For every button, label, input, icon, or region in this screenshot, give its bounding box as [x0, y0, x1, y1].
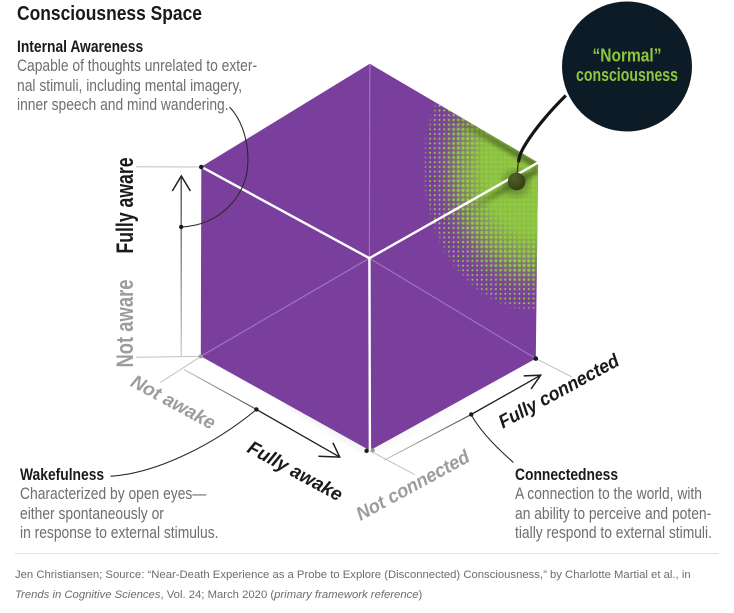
axis-label-fully-awake: Fully awake — [244, 437, 347, 506]
internal-awareness-line1: Capable of thoughts unrelated to exter- — [17, 57, 258, 76]
wakefulness-connector — [110, 409, 257, 477]
wakefulness-axis-arrowhead — [318, 442, 341, 458]
footer-journal: Trends in Cognitive Sciences — [15, 588, 161, 601]
badge-label-line2: consciousness — [576, 65, 678, 85]
normal-consciousness-badge — [562, 1, 692, 132]
footer-vol: , Vol. 24; March 2020 ( — [160, 588, 275, 601]
axis-dots-gray — [198, 354, 375, 453]
cube-outer-shadows — [284, 401, 461, 454]
internal-awareness-title: Internal Awareness — [17, 37, 144, 56]
axis-label-not-aware: Not aware — [112, 280, 139, 368]
normal-consciousness-marker — [507, 172, 526, 191]
awareness-axis-arrowhead — [171, 174, 192, 192]
connectedness-line2: an ability to perceive and poten- — [515, 504, 712, 523]
annotation-connectors — [110, 106, 514, 477]
axis-dots — [179, 164, 539, 453]
axis-label-not-connected: Not connected — [353, 446, 474, 525]
internal-awareness-line2: nal stimuli, including mental imagery, — [17, 76, 243, 95]
connectedness-axis — [383, 374, 543, 461]
connectedness-connector — [470, 414, 514, 463]
footer-reference-note: primary framework reference — [274, 588, 419, 601]
connectedness-axis-arrowhead — [523, 374, 543, 390]
awareness-axis — [171, 174, 192, 357]
internal-awareness-line3: inner speech and mind wandering. — [17, 96, 229, 115]
badge-label-line1: “Normal” — [593, 46, 662, 66]
page-title: Consciousness Space — [17, 1, 202, 25]
footer-divider — [15, 552, 719, 555]
badge-connector — [516, 94, 567, 163]
internal-awareness-connector — [181, 106, 249, 228]
normal-consciousness-glow — [400, 70, 539, 340]
footer-credit-line1: Jen Christiansen; Source: “Near-Death Ex… — [15, 568, 691, 581]
axis-label-fully-aware: Fully aware — [112, 158, 139, 254]
footer-close-paren: ) — [418, 588, 423, 601]
connectedness-line3: tially respond to external stimuli. — [515, 524, 713, 543]
wakefulness-axis — [183, 369, 341, 458]
wakefulness-title: Wakefulness — [19, 465, 104, 484]
cube-back-edges — [200, 63, 537, 360]
wakefulness-line3: in response to external stimulus. — [19, 524, 219, 543]
wakefulness-annotation: Wakefulness Characterized by open eyes— … — [20, 466, 252, 544]
connectedness-title: Connectedness — [515, 465, 619, 484]
marker-stem — [516, 160, 520, 175]
footer-credit-line2: Trends in Cognitive Sciences, Vol. 24; M… — [15, 588, 422, 602]
internal-awareness-annotation: Internal Awareness Capable of thoughts u… — [17, 38, 298, 116]
wakefulness-line1: Characterized by open eyes— — [19, 485, 206, 504]
connectedness-line1: A connection to the world, with — [515, 485, 703, 504]
wakefulness-line2: either spontaneously or — [19, 504, 164, 523]
connectedness-annotation: Connectedness A connection to the world,… — [515, 466, 734, 544]
level-ticks — [135, 166, 573, 476]
